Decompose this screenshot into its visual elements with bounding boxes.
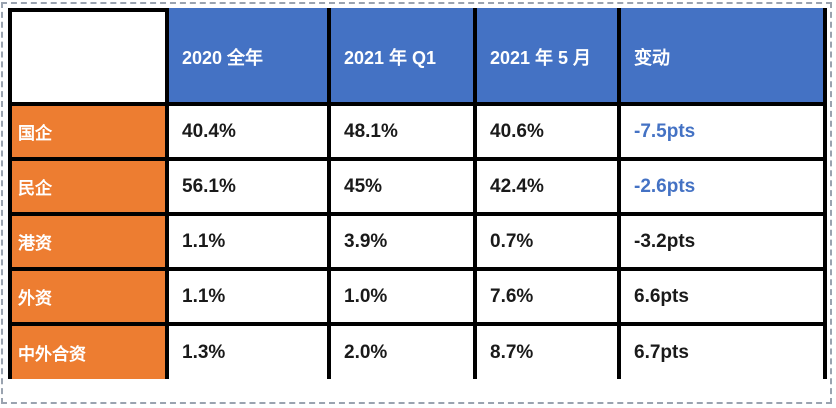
cell-hk-change: -3.2pts — [617, 212, 827, 271]
cell-jv-2020: 1.3% — [165, 322, 331, 379]
col-header-change: 变动 — [617, 8, 827, 106]
table-row-state-owned: 国企 40.4% 48.1% 40.6% -7.5pts — [8, 102, 827, 161]
cell-soe-change: -7.5pts — [617, 102, 827, 161]
col-header-2020-full-year: 2020 全年 — [165, 8, 331, 106]
table-row-foreign: 外资 1.1% 1.0% 7.6% 6.6pts — [8, 267, 827, 326]
table-row-hk-capital: 港资 1.1% 3.9% 0.7% -3.2pts — [8, 212, 827, 271]
cell-jv-change: 6.7pts — [617, 322, 827, 379]
cell-foreign-2021q1: 1.0% — [327, 267, 477, 326]
cell-jv-2021q1: 2.0% — [327, 322, 477, 379]
header-row: 2020 全年 2021 年 Q1 2021 年 5 月 变动 — [8, 8, 827, 106]
row-header-sino-foreign-jv: 中外合资 — [8, 322, 169, 379]
cell-foreign-2021may: 7.6% — [473, 267, 621, 326]
col-header-2021-may: 2021 年 5 月 — [473, 8, 621, 106]
ownership-share-table[interactable]: 2020 全年 2021 年 Q1 2021 年 5 月 变动 国企 40.4%… — [8, 8, 827, 379]
table-row-private: 民企 56.1% 45% 42.4% -2.6pts — [8, 157, 827, 216]
row-header-hk-capital: 港资 — [8, 212, 169, 271]
row-header-private-enterprise: 民企 — [8, 157, 169, 216]
cell-hk-2020: 1.1% — [165, 212, 331, 271]
col-header-2021-q1: 2021 年 Q1 — [327, 8, 477, 106]
cell-soe-2021q1: 48.1% — [327, 102, 477, 161]
cell-soe-2020: 40.4% — [165, 102, 331, 161]
cell-jv-2021may: 8.7% — [473, 322, 621, 379]
cell-hk-2021q1: 3.9% — [327, 212, 477, 271]
cell-foreign-change: 6.6pts — [617, 267, 827, 326]
cell-foreign-2020: 1.1% — [165, 267, 331, 326]
cell-private-2020: 56.1% — [165, 157, 331, 216]
table-row-sino-foreign-jv: 中外合资 1.3% 2.0% 8.7% 6.7pts — [8, 322, 827, 379]
cell-private-2021q1: 45% — [327, 157, 477, 216]
cell-soe-2021may: 40.6% — [473, 102, 621, 161]
cell-private-2021may: 42.4% — [473, 157, 621, 216]
cell-hk-2021may: 0.7% — [473, 212, 621, 271]
row-header-foreign-capital: 外资 — [8, 267, 169, 326]
row-header-state-owned-enterprise: 国企 — [8, 102, 169, 161]
corner-cell — [8, 8, 169, 106]
cell-private-change: -2.6pts — [617, 157, 827, 216]
